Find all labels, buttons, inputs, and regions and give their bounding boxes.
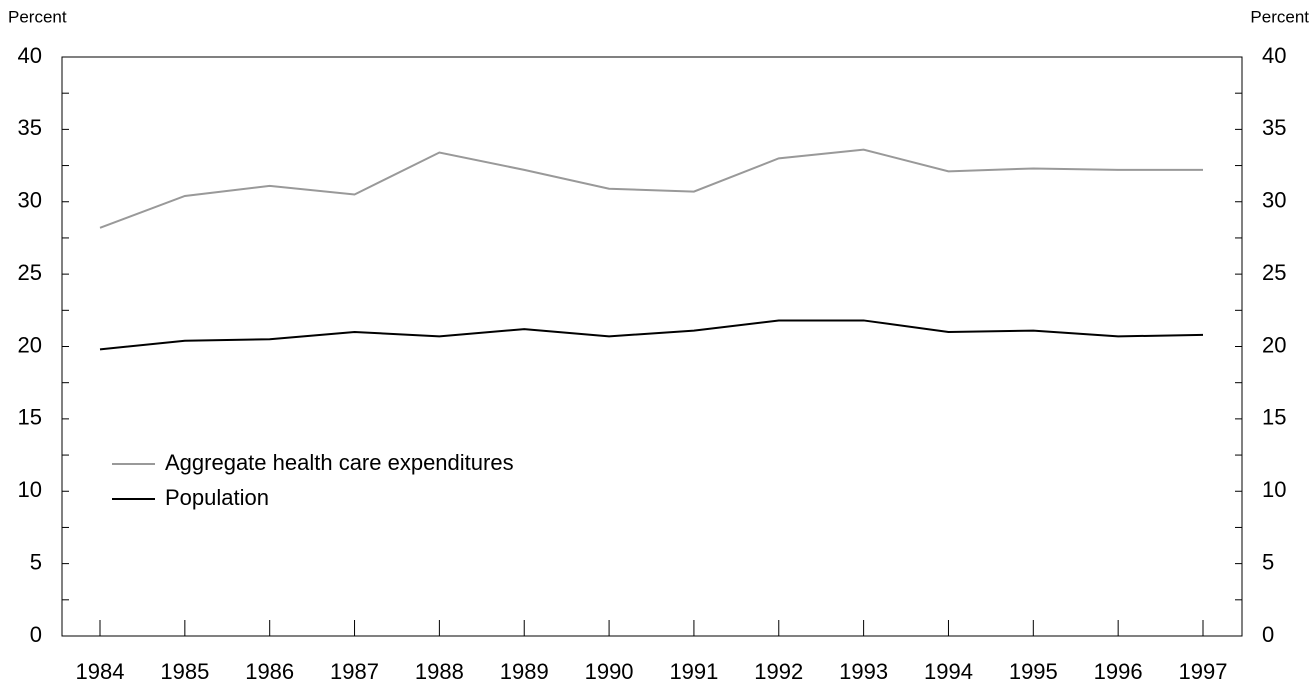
legend-label: Aggregate health care expenditures xyxy=(165,450,514,475)
y-tick-label: 15 xyxy=(18,405,42,430)
y2-axis-label: Percent xyxy=(1250,7,1309,26)
y-tick-label: 0 xyxy=(30,622,42,647)
y-tick-label: 30 xyxy=(18,188,42,213)
y-tick-label: 25 xyxy=(18,260,42,285)
plot-frame xyxy=(61,56,1243,637)
x-tick-label: 1992 xyxy=(754,659,803,684)
x-tick-label: 1984 xyxy=(76,659,125,684)
x-tick-label: 1997 xyxy=(1179,659,1228,684)
y2-tick-label: 40 xyxy=(1262,43,1286,68)
y2-tick-label: 10 xyxy=(1262,477,1286,502)
data-line xyxy=(99,148,1203,229)
x-tick-label: 1991 xyxy=(669,659,718,684)
y2-tick-label: 35 xyxy=(1262,115,1286,140)
x-tick-label: 1993 xyxy=(839,659,888,684)
legend-label: Population xyxy=(165,485,269,510)
data-line xyxy=(99,319,1204,351)
y-tick-label: 5 xyxy=(30,549,42,574)
y2-tick-label: 15 xyxy=(1262,405,1286,430)
x-tick-label: 1985 xyxy=(160,659,209,684)
x-tick-label: 1986 xyxy=(245,659,294,684)
y2-tick-label: 30 xyxy=(1262,188,1286,213)
x-tick-label: 1989 xyxy=(500,659,549,684)
y2-tick-label: 20 xyxy=(1262,332,1286,357)
y-tick-label: 20 xyxy=(18,332,42,357)
y-tick-label: 35 xyxy=(18,115,42,140)
x-tick-label: 1987 xyxy=(330,659,379,684)
x-tick-label: 1996 xyxy=(1094,659,1143,684)
y-tick-label: 40 xyxy=(18,43,42,68)
y2-tick-label: 5 xyxy=(1262,549,1274,574)
y2-tick-label: 0 xyxy=(1262,622,1274,647)
y-axis-label: Percent xyxy=(8,7,67,26)
x-tick-label: 1990 xyxy=(585,659,634,684)
y2-tick-label: 25 xyxy=(1262,260,1286,285)
x-tick-label: 1988 xyxy=(415,659,464,684)
x-tick-label: 1995 xyxy=(1009,659,1058,684)
y-tick-label: 10 xyxy=(18,477,42,502)
x-tick-label: 1994 xyxy=(924,659,973,684)
